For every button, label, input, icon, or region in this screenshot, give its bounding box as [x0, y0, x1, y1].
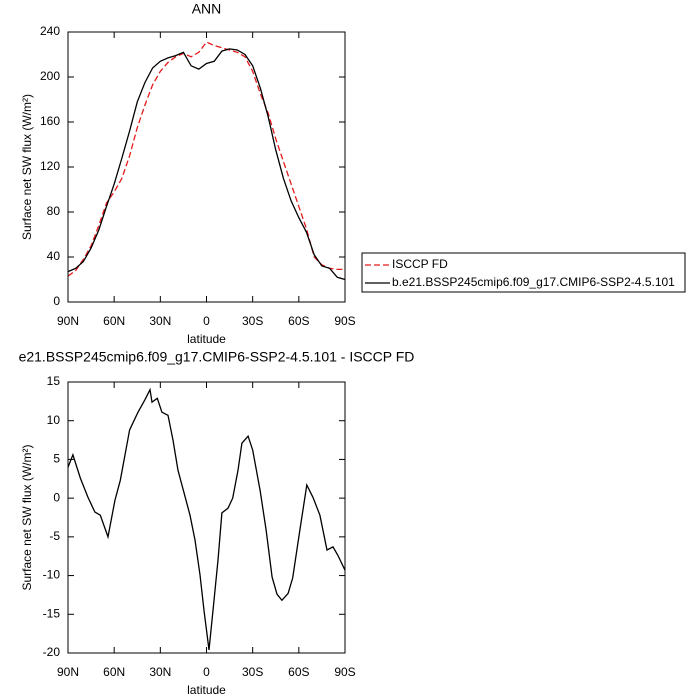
x-tick-label: 30N — [149, 665, 171, 679]
x-tick-label: 90N — [57, 314, 79, 328]
data-line — [67, 48, 346, 281]
y-tick-label: 0 — [53, 490, 60, 504]
chart-title: e21.BSSP245cmip6.f09_g17.CMIP6-SSP2-4.5.… — [19, 349, 415, 365]
y-tick-label: 240 — [40, 24, 60, 38]
plot-frame — [67, 31, 346, 303]
y-tick-label: 160 — [40, 114, 60, 128]
data-line — [67, 41, 345, 277]
y-tick-label: 80 — [47, 204, 61, 218]
y-axis-label: Surface net SW flux (W/m²) — [20, 94, 34, 240]
x-tick-label: 60N — [103, 314, 125, 328]
x-tick-label: 30S — [242, 314, 263, 328]
y-tick-label: -10 — [43, 568, 61, 582]
data-line — [67, 387, 346, 650]
x-tick-label: 90N — [57, 665, 79, 679]
x-tick-label: 90S — [334, 665, 355, 679]
x-tick-label: 60N — [103, 665, 125, 679]
y-tick-label: 10 — [47, 413, 61, 427]
legend-label: ISCCP FD — [392, 257, 448, 271]
y-axis-label: Surface net SW flux (W/m²) — [20, 444, 34, 590]
x-tick-label: 60S — [288, 314, 309, 328]
y-tick-label: -20 — [43, 645, 61, 659]
y-tick-label: 40 — [47, 249, 61, 263]
y-tick-label: 200 — [40, 69, 60, 83]
legend-box — [361, 252, 686, 293]
x-tick-label: 0 — [203, 314, 210, 328]
chart-title: ANN — [192, 1, 222, 17]
plot-frame — [67, 381, 346, 654]
x-tick-label: 60S — [288, 665, 309, 679]
legend-label: b.e21.BSSP245cmip6.f09_g17.CMIP6-SSP2-4.… — [392, 275, 675, 289]
x-tick-label: 0 — [203, 665, 210, 679]
y-tick-label: -5 — [49, 529, 60, 543]
x-tick-label: 30N — [149, 314, 171, 328]
x-axis-label: latitude — [187, 332, 226, 346]
y-tick-label: 120 — [40, 159, 60, 173]
y-tick-label: 5 — [53, 452, 60, 466]
x-tick-label: 30S — [242, 665, 263, 679]
y-tick-label: 15 — [47, 374, 61, 388]
x-tick-label: 90S — [334, 314, 355, 328]
y-tick-label: 0 — [53, 294, 60, 308]
x-axis-label: latitude — [187, 683, 226, 697]
y-tick-label: -15 — [43, 606, 61, 620]
